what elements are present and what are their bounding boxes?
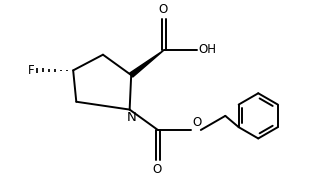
Text: F: F (28, 64, 34, 77)
Text: N: N (126, 111, 136, 124)
Text: O: O (158, 3, 167, 16)
Text: O: O (153, 163, 162, 176)
Text: O: O (192, 116, 201, 129)
Polygon shape (130, 50, 164, 77)
Text: OH: OH (199, 43, 217, 56)
